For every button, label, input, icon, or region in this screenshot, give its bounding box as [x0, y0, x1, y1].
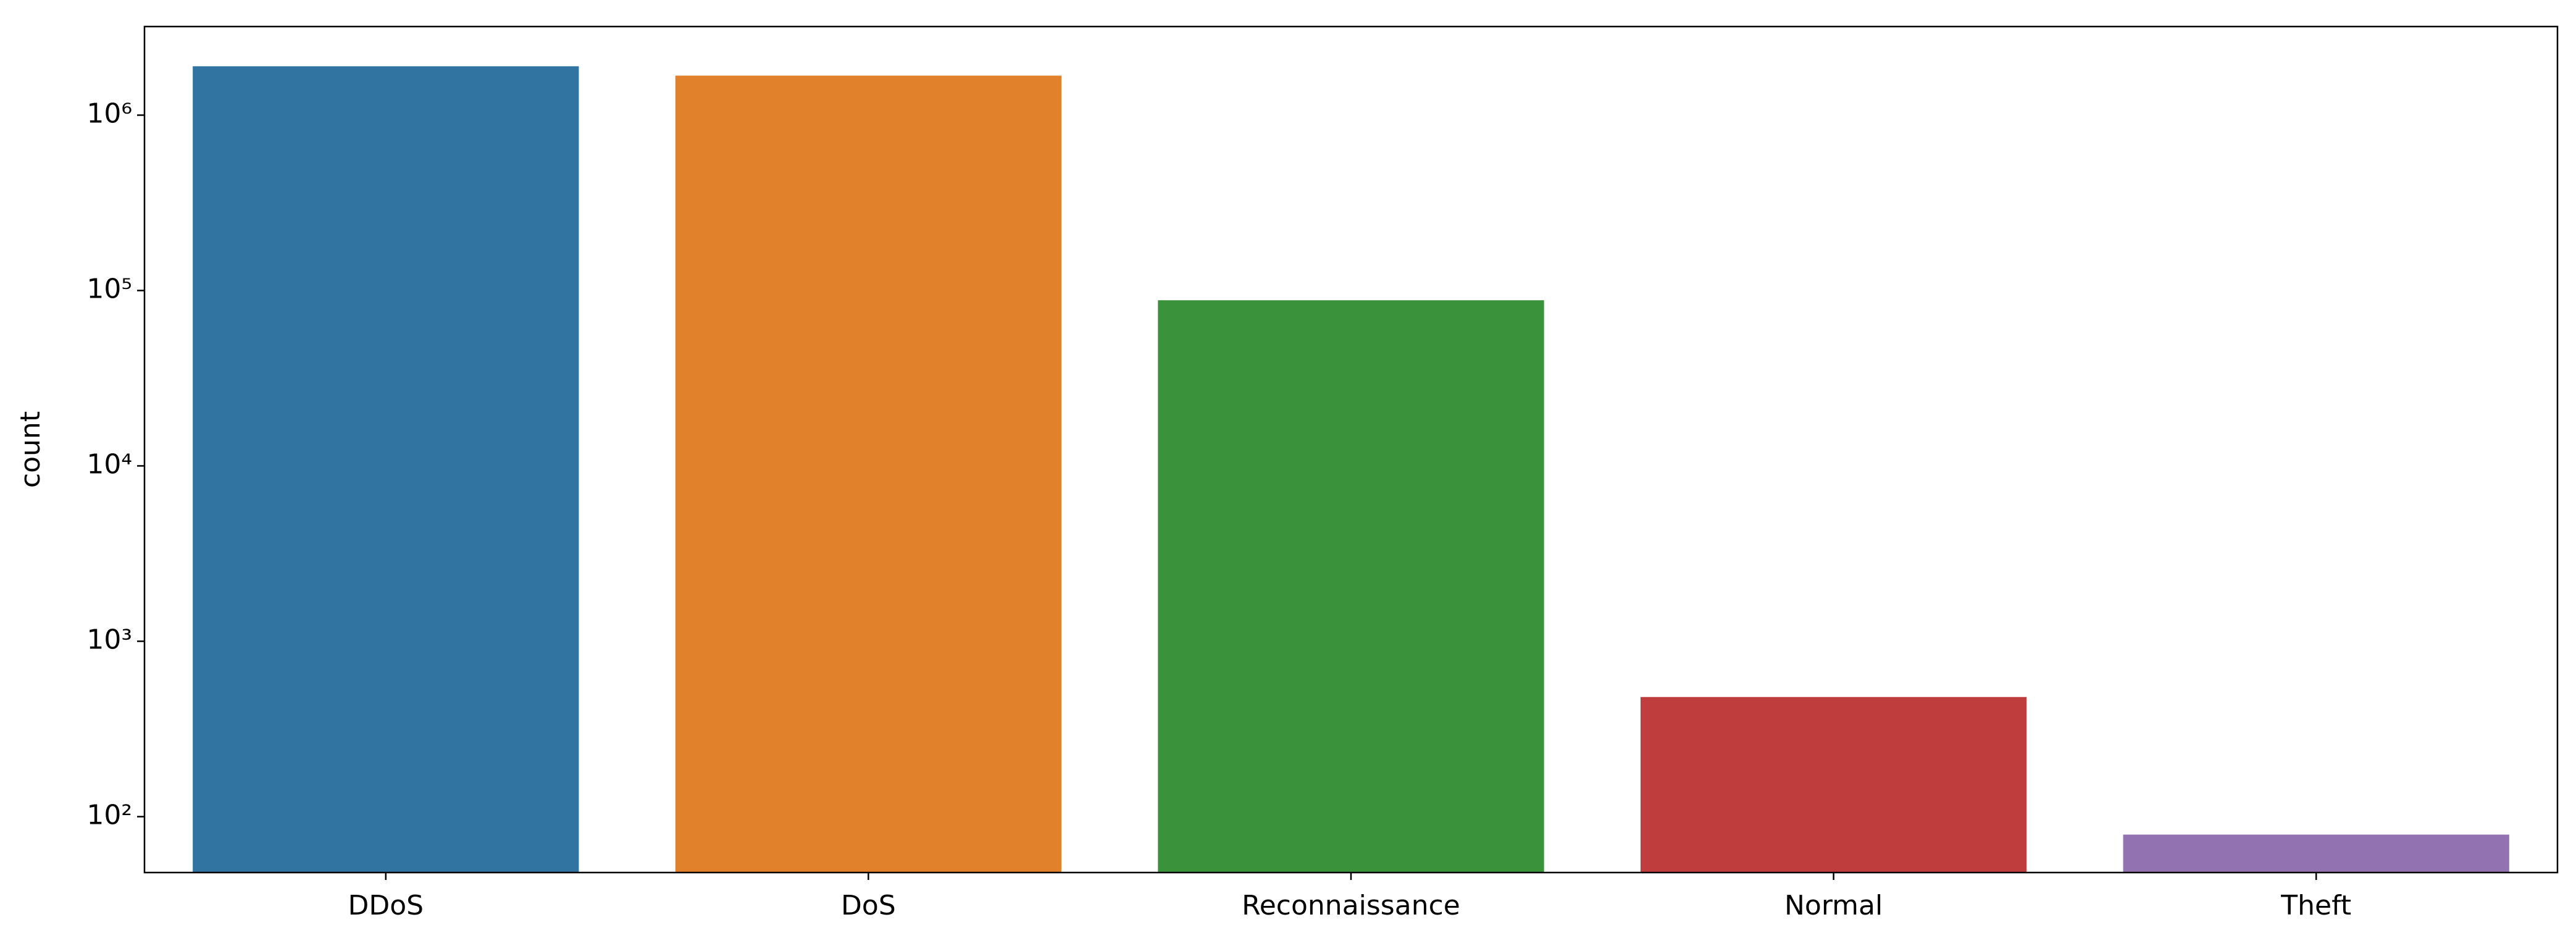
x-tick-label: DoS — [841, 890, 896, 921]
axes-frame — [143, 25, 2559, 874]
bar — [193, 66, 579, 873]
bar — [1158, 300, 1544, 873]
bar — [2123, 834, 2509, 873]
y-tick-label: 10³ — [86, 624, 132, 655]
bar — [1640, 697, 2027, 873]
bar — [675, 75, 1062, 873]
x-tick-label: DDoS — [348, 890, 424, 921]
x-tick-label: Normal — [1784, 890, 1883, 921]
x-tick-label: Theft — [2280, 890, 2351, 921]
y-tick-label: 10⁶ — [86, 98, 132, 129]
y-tick-label: 10² — [86, 799, 132, 831]
y-tick-label: 10⁴ — [86, 448, 132, 480]
x-tick-label: Reconnaissance — [1242, 890, 1460, 921]
y-tick-label: 10⁵ — [86, 273, 132, 304]
y-axis-label: count — [15, 411, 46, 488]
